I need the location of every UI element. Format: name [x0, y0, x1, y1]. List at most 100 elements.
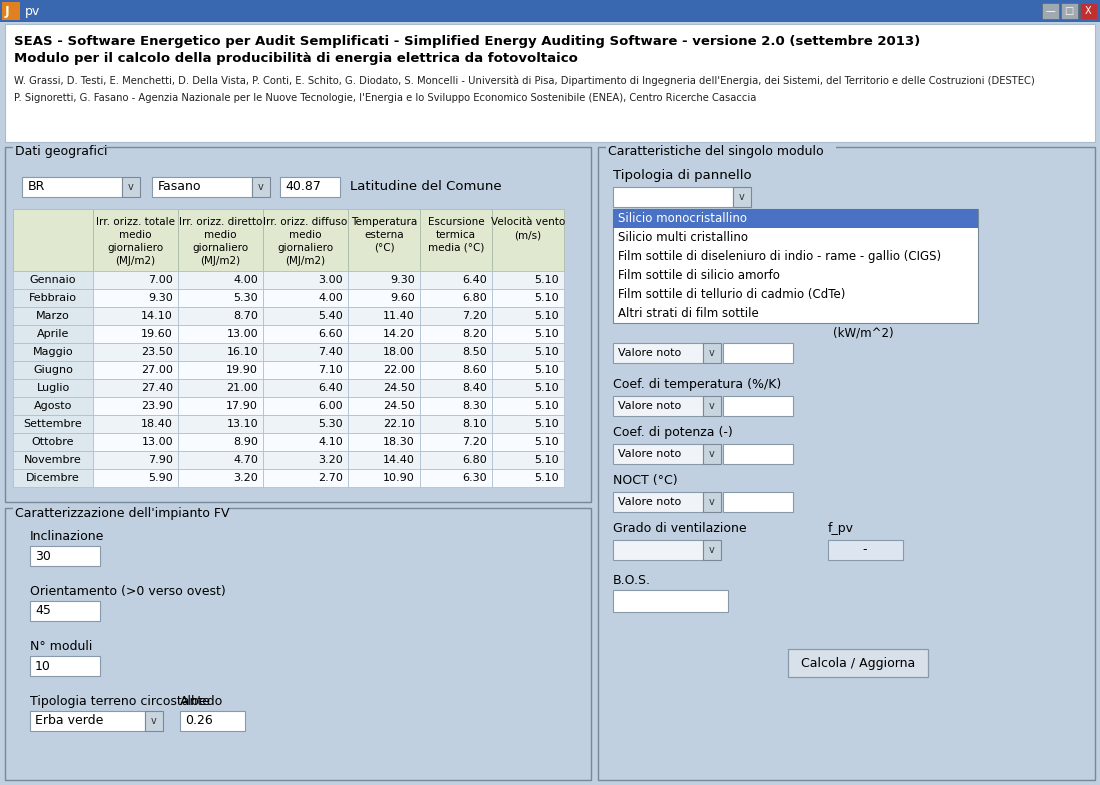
- Bar: [703, 343, 720, 363]
- Bar: [492, 451, 564, 469]
- Bar: [1042, 3, 1059, 19]
- Text: 6.40: 6.40: [462, 275, 487, 285]
- Text: 27.40: 27.40: [141, 383, 173, 393]
- Text: Dati geografici: Dati geografici: [15, 145, 108, 159]
- Text: 6.80: 6.80: [462, 293, 487, 303]
- Bar: [6, 147, 591, 502]
- Text: f_pv: f_pv: [828, 522, 854, 535]
- Text: v: v: [710, 545, 715, 555]
- Text: Orientamento (>0 verso ovest): Orientamento (>0 verso ovest): [30, 585, 225, 598]
- Text: v: v: [710, 348, 715, 358]
- Bar: [13, 146, 103, 159]
- Bar: [178, 451, 263, 469]
- Text: 5.30: 5.30: [318, 419, 343, 429]
- Bar: [6, 24, 1094, 142]
- Text: 14.20: 14.20: [383, 329, 415, 339]
- Bar: [263, 209, 348, 271]
- Bar: [348, 469, 420, 487]
- Text: (kW/m^2): (kW/m^2): [833, 327, 893, 339]
- Text: 5.10: 5.10: [535, 275, 559, 285]
- Text: N° moduli: N° moduli: [30, 640, 92, 653]
- Text: 21.00: 21.00: [227, 383, 258, 393]
- Text: giornaliero: giornaliero: [192, 243, 249, 253]
- Bar: [263, 397, 348, 415]
- Bar: [263, 343, 348, 361]
- Bar: [1062, 3, 1078, 19]
- Bar: [94, 415, 178, 433]
- Text: 4.00: 4.00: [318, 293, 343, 303]
- Bar: [94, 469, 178, 487]
- Bar: [94, 307, 178, 325]
- Text: Ottobre: Ottobre: [32, 437, 75, 447]
- Bar: [13, 433, 94, 451]
- Bar: [828, 540, 903, 560]
- Text: Dicembre: Dicembre: [26, 473, 80, 483]
- Bar: [13, 469, 94, 487]
- Text: 27.00: 27.00: [141, 365, 173, 375]
- Bar: [420, 397, 492, 415]
- Bar: [420, 451, 492, 469]
- Bar: [723, 444, 793, 464]
- Bar: [263, 469, 348, 487]
- Text: X: X: [1085, 6, 1091, 16]
- Bar: [122, 177, 140, 197]
- Bar: [94, 361, 178, 379]
- Bar: [420, 289, 492, 307]
- Text: 7.20: 7.20: [462, 311, 487, 321]
- Text: 5.10: 5.10: [535, 401, 559, 411]
- Bar: [94, 397, 178, 415]
- Text: 14.10: 14.10: [141, 311, 173, 321]
- Text: Valore noto: Valore noto: [618, 401, 681, 411]
- Text: —: —: [1045, 6, 1055, 16]
- Text: v: v: [710, 401, 715, 411]
- Text: 6.00: 6.00: [318, 401, 343, 411]
- Bar: [178, 271, 263, 289]
- Bar: [420, 361, 492, 379]
- Text: SEAS - Software Energetico per Audit Semplificati - Simplified Energy Auditing S: SEAS - Software Energetico per Audit Sem…: [14, 35, 921, 48]
- Text: Irr. orizz. diretto: Irr. orizz. diretto: [179, 217, 262, 227]
- Bar: [613, 343, 703, 363]
- Bar: [13, 209, 94, 271]
- Bar: [252, 177, 270, 197]
- Text: 7.10: 7.10: [318, 365, 343, 375]
- Bar: [178, 379, 263, 397]
- Bar: [30, 711, 145, 731]
- Text: 9.60: 9.60: [390, 293, 415, 303]
- Bar: [492, 397, 564, 415]
- Text: 8.60: 8.60: [462, 365, 487, 375]
- Text: 8.70: 8.70: [233, 311, 258, 321]
- Text: Valore noto: Valore noto: [618, 449, 681, 459]
- Bar: [6, 508, 591, 780]
- Bar: [94, 343, 178, 361]
- Text: 6.60: 6.60: [318, 329, 343, 339]
- Text: NOCT (°C): NOCT (°C): [613, 474, 678, 487]
- Text: 8.20: 8.20: [462, 329, 487, 339]
- Bar: [420, 307, 492, 325]
- Bar: [733, 187, 751, 207]
- Bar: [613, 187, 733, 207]
- Text: Valore noto: Valore noto: [618, 497, 681, 507]
- Text: 6.30: 6.30: [462, 473, 487, 483]
- Bar: [30, 601, 100, 621]
- Text: Modulo per il calcolo della producibilità di energia elettrica da fotovoltaico: Modulo per il calcolo della producibilit…: [14, 52, 578, 65]
- Bar: [13, 415, 94, 433]
- Bar: [723, 343, 793, 363]
- Text: 4.70: 4.70: [233, 455, 258, 465]
- Text: 30: 30: [35, 550, 51, 563]
- Text: 18.00: 18.00: [383, 347, 415, 357]
- Text: Silicio multi cristallino: Silicio multi cristallino: [618, 231, 748, 244]
- Bar: [13, 271, 94, 289]
- Bar: [420, 415, 492, 433]
- Bar: [180, 711, 245, 731]
- Bar: [492, 325, 564, 343]
- Text: 22.00: 22.00: [383, 365, 415, 375]
- Bar: [613, 209, 978, 228]
- Text: Marzo: Marzo: [36, 311, 70, 321]
- Text: B.O.S.: B.O.S.: [613, 574, 651, 587]
- Bar: [492, 209, 564, 271]
- Bar: [492, 433, 564, 451]
- Text: Caratterizzazione dell'impianto FV: Caratterizzazione dell'impianto FV: [15, 506, 230, 520]
- Text: 10.90: 10.90: [383, 473, 415, 483]
- Text: Calcola / Aggiorna: Calcola / Aggiorna: [801, 656, 915, 670]
- Text: medio: medio: [119, 230, 152, 240]
